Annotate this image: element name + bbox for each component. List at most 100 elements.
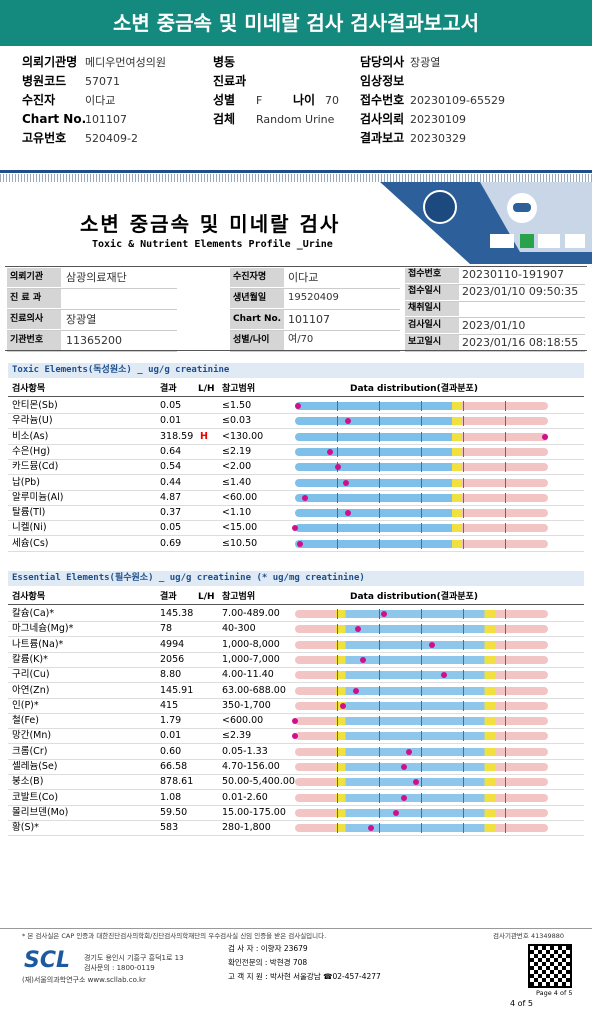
report-decor [380,182,592,264]
qr-code [528,944,572,988]
label-cell [230,268,284,287]
distribution-tick [463,639,464,650]
row-rule [8,636,584,638]
distribution-tick [421,538,422,549]
distribution-tick [505,462,506,473]
info-label: 병동 [213,55,236,69]
result: 1.79 [160,715,182,727]
info-value: 20230109-65529 [410,94,505,107]
info-value: F [256,94,263,107]
reference-range: 4.00-11.40 [222,669,274,681]
column-header: 검사항목 [12,592,46,602]
distribution-tick [505,609,506,619]
distribution-tick [337,746,338,757]
patient-value: 2023/01/10 [462,318,526,332]
column-header: 참고범위 [222,384,256,394]
marker [355,626,362,633]
info-label: 성별 [213,93,236,107]
result: 0.64 [160,445,182,457]
label-cell [405,284,459,300]
marker [340,702,347,709]
distribution-tick [463,700,464,711]
distribution-tick [463,746,464,757]
marker [342,479,349,486]
result: 1.08 [160,791,182,803]
distribution-tick [421,685,422,696]
marker [345,510,352,517]
reference-range: <15.00 [222,522,258,534]
distribution-tick [337,731,338,742]
marker [380,611,387,617]
info-value: 520409-2 [85,132,138,145]
distribution-tick [463,670,464,681]
distribution-tick [505,700,506,711]
distribution-tick [505,792,506,803]
distribution-tick [337,609,338,619]
distribution-tick [379,477,380,488]
distribution-tick [505,762,506,772]
distribution-tick [505,446,506,457]
info-label: 진료과 [213,74,247,88]
patient-value: 장광열 [66,312,97,326]
element-name: 셀레늄(Se) [12,761,58,772]
element-name: 칼륨(K)* [12,653,48,665]
row-rule [8,504,584,506]
reference-range: 280-1,800 [222,822,271,834]
patient-label: 의뢰기관 [10,271,44,282]
distribution-tick [421,401,422,411]
reference-range: ≤2.19 [222,445,252,457]
distribution-tick [463,609,464,619]
support: 고 객 지 원 : 박사현 서울강남 ☎02-457-4277 [228,972,381,981]
logo: SCL [24,948,71,973]
header-rule [8,396,584,397]
distribution-tick [421,823,422,834]
header-rule [8,604,584,605]
distribution-tick [337,792,338,803]
marker [400,794,407,801]
row-rule [405,300,585,302]
distribution-tick [379,416,380,427]
page-title: 소변 중금속 및 미네랄 검사 검사결과보고서 [112,11,479,35]
distribution-tick [421,446,422,457]
reference-range: 1,000-8,000 [222,638,280,650]
element-name: 탈륨(Tl) [12,507,46,519]
patient-value: 19520409 [288,291,339,303]
element-name: 안티몬(Sb) [12,400,58,411]
distribution-tick [379,538,380,549]
distribution-tick [421,492,422,503]
element-name: 알루미늄(Al) [12,491,64,503]
section-band [8,363,584,378]
row-rule [8,666,584,668]
distribution-tick [421,416,422,427]
page-number: Page 4 of 5 [536,989,573,997]
column-header: 결과 [160,592,177,602]
result: 4994 [160,638,185,650]
distribution-tick [463,416,464,427]
row-rule [405,334,585,336]
distribution-tick [379,401,380,411]
marker [405,748,412,755]
distribution-tick [421,639,422,650]
marker [352,687,359,694]
row-rule [405,317,585,319]
distribution-tick [337,777,338,788]
distribution-tick [463,731,464,742]
distribution-tick [379,462,380,473]
distribution-tick [337,492,338,503]
reference-range: ≤0.03 [222,415,252,427]
element-name: 크롬(Cr) [12,745,48,757]
row-rule [7,309,177,310]
info-label: 검사의뢰 [360,112,405,126]
label-cell [230,289,284,308]
row-rule [8,489,584,491]
element-name: 철(Fe) [12,715,39,727]
distribution-tick [421,431,422,442]
info-label: 결과보고 [360,131,405,145]
row-rule [8,443,584,445]
distribution-tick [379,654,380,665]
row-rule [230,309,400,310]
marker [393,809,400,816]
result: 583 [160,822,179,834]
distribution-tick [505,716,506,727]
patient-label: 진료의사 [10,313,44,324]
